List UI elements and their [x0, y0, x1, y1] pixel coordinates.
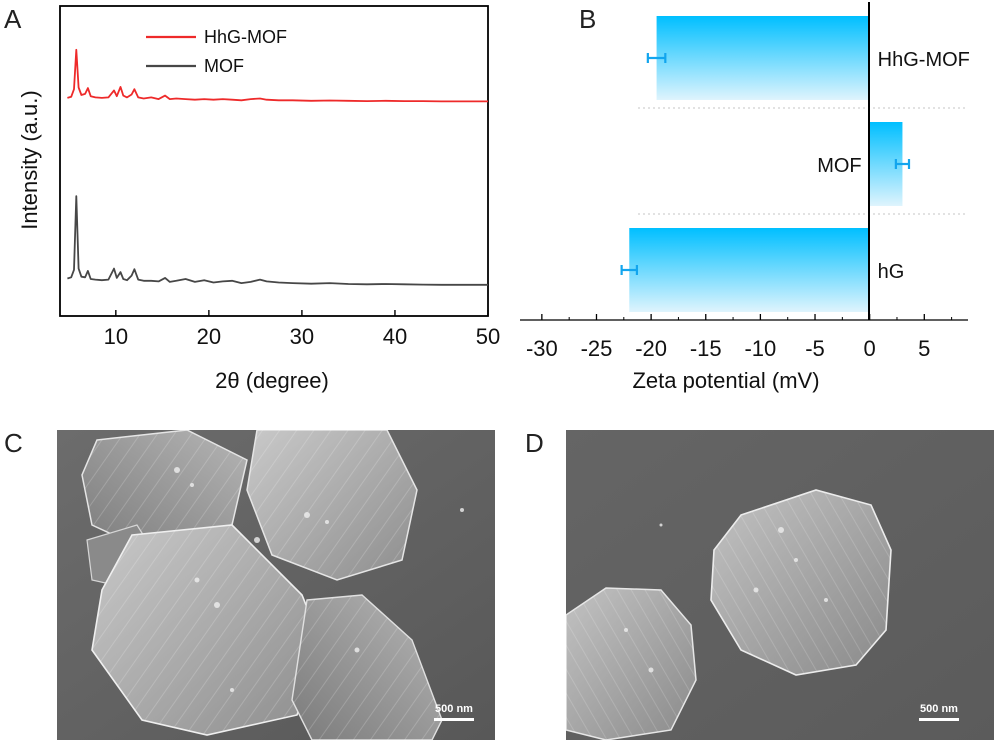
zeta-x-tick-label: -5 — [805, 336, 825, 361]
scalebar-d — [919, 718, 959, 721]
zeta-x-tick-label: -20 — [635, 336, 667, 361]
xrd-x-tick-label: 30 — [290, 324, 314, 349]
legend-label-mof: MOF — [204, 56, 244, 76]
xrd-x-axis-label: 2θ (degree) — [215, 368, 329, 393]
xrd-series-mof — [67, 195, 488, 286]
sem-image-d: 500 nm — [566, 430, 994, 740]
zeta-x-tick-label: -15 — [690, 336, 722, 361]
zeta-category-label-mof: MOF — [817, 155, 861, 177]
xrd-x-tick-label: 10 — [104, 324, 128, 349]
zeta-category-label-hhg-mof: HhG-MOF — [878, 49, 970, 71]
panel-label-d: D — [525, 428, 544, 458]
xrd-y-axis-label: Intensity (a.u.) — [17, 90, 42, 229]
zeta-x-tick-label: -30 — [526, 336, 558, 361]
panel-label-a: A — [4, 4, 22, 34]
panel-label-b: B — [579, 4, 597, 34]
xrd-line-chart: 10 20 30 40 50 HhG-MOF MOF 2θ (degree) Inten… — [17, 5, 500, 393]
xrd-x-tick-label: 40 — [383, 324, 407, 349]
xrd-x-tick-label: 20 — [197, 324, 221, 349]
zeta-x-tick-label: 0 — [864, 336, 876, 361]
xrd-plot-frame — [59, 5, 489, 317]
zeta-x-tick-label: -10 — [744, 336, 776, 361]
panel-label-c: C — [4, 428, 23, 458]
scalebar-label-d: 500 nm — [920, 703, 958, 715]
xrd-series-hhg-mof — [67, 48, 488, 103]
zeta-x-tick-label: 5 — [918, 336, 930, 361]
zeta-errorbar-hg — [620, 265, 639, 275]
zeta-x-axis-label: Zeta potential (mV) — [632, 368, 819, 393]
scalebar-label-c: 500 nm — [435, 703, 473, 715]
zeta-bar-hhg-mof — [656, 16, 870, 100]
xrd-x-tick-label: 50 — [476, 324, 500, 349]
zeta-errorbar-hhg-mof — [646, 53, 667, 63]
zeta-category-label-hg: hG — [878, 261, 905, 283]
zeta-errorbar-mof — [894, 159, 911, 169]
sem-image-c: 500 nm — [57, 430, 495, 740]
zeta-x-tick-label: -25 — [581, 336, 613, 361]
legend-label-hhg-mof: HhG-MOF — [204, 27, 287, 47]
zeta-bar-hg — [629, 228, 870, 312]
xrd-legend: HhG-MOF MOF — [146, 27, 287, 76]
zeta-bar-chart: -30 -25 -20 -15 -10 -5 0 5 HhG-MOF MOF hG Zeta po… — [520, 2, 970, 393]
scalebar-c — [434, 718, 474, 721]
